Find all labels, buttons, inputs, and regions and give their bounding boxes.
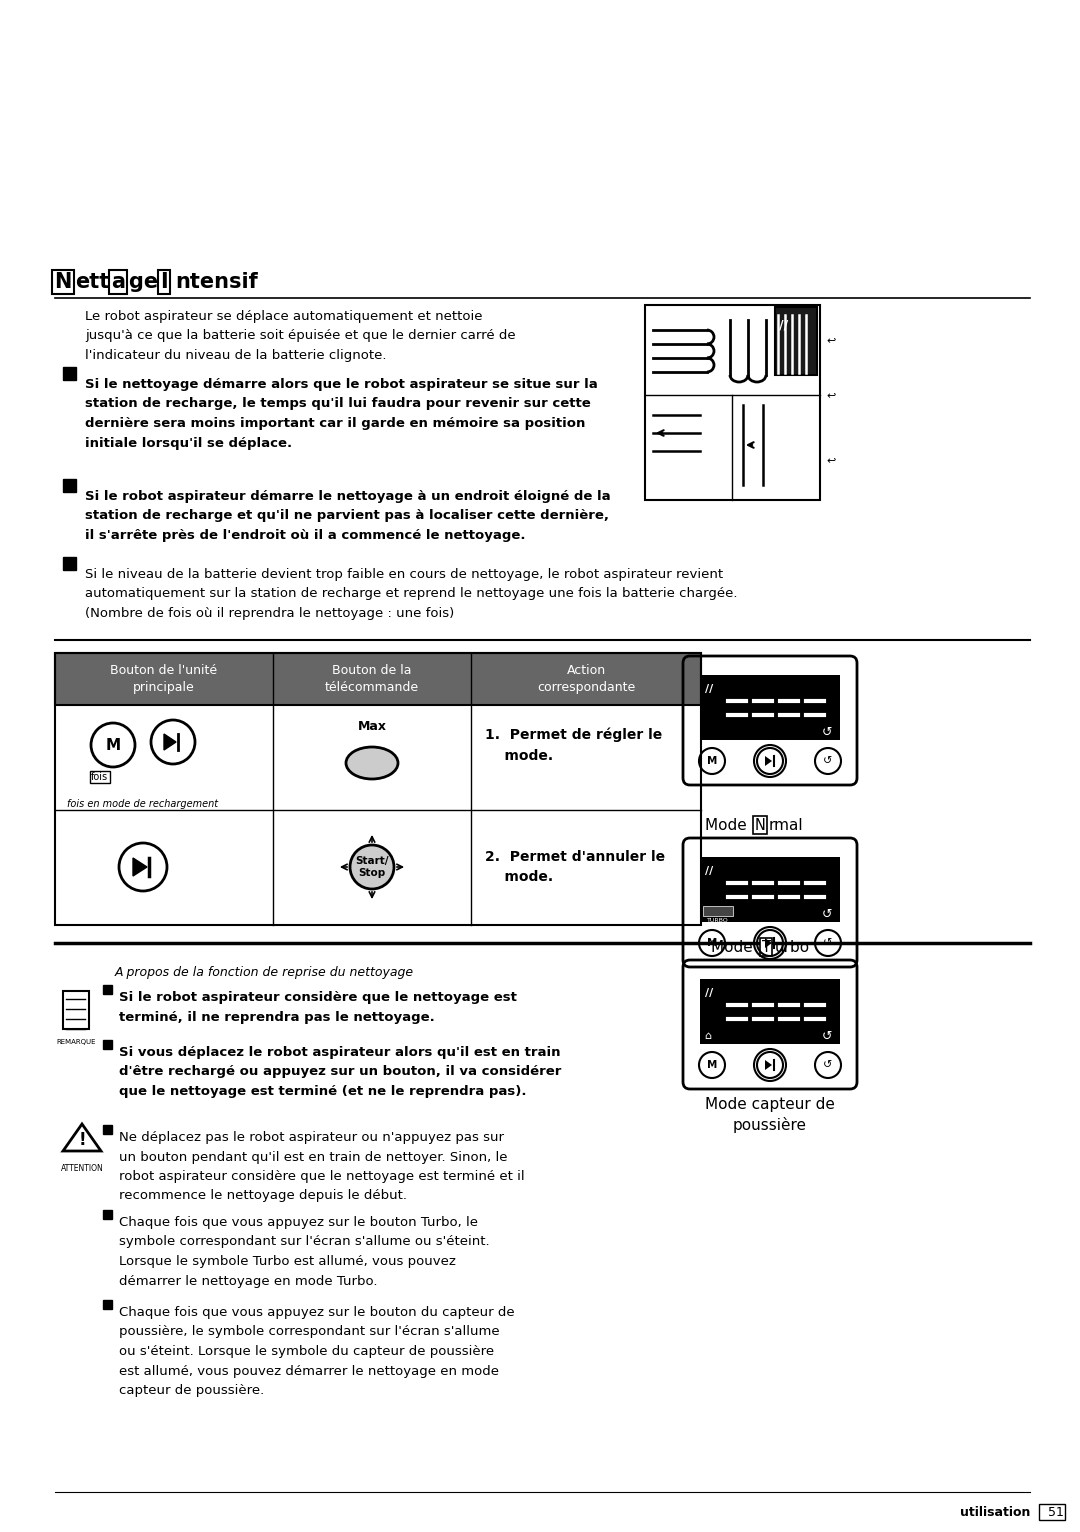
Text: Si le robot aspirateur démarre le nettoyage à un endroit éloigné de la
station d: Si le robot aspirateur démarre le nettoy… xyxy=(85,490,610,542)
Text: ↺: ↺ xyxy=(823,1060,833,1069)
Text: urbo: urbo xyxy=(775,939,810,954)
Bar xyxy=(63,558,76,570)
Text: M: M xyxy=(706,755,717,766)
Bar xyxy=(63,991,89,1030)
Text: ⌂: ⌂ xyxy=(704,1031,712,1042)
Bar xyxy=(63,480,76,492)
Text: ge: ge xyxy=(129,273,165,293)
Text: rmal: rmal xyxy=(769,818,804,832)
Bar xyxy=(55,653,701,925)
Bar xyxy=(703,905,733,916)
Bar xyxy=(55,653,701,705)
Text: A propos de la fonction de reprise du nettoyage: A propos de la fonction de reprise du ne… xyxy=(114,967,414,979)
Bar xyxy=(63,368,76,380)
Polygon shape xyxy=(765,1060,772,1069)
Text: Max: Max xyxy=(357,720,387,734)
Text: Ne déplacez pas le robot aspirateur ou n'appuyez pas sur
un bouton pendant qu'il: Ne déplacez pas le robot aspirateur ou n… xyxy=(119,1131,525,1203)
Polygon shape xyxy=(765,938,772,948)
Bar xyxy=(700,856,840,922)
Text: REMARQUE: REMARQUE xyxy=(56,1039,96,1045)
Text: !: ! xyxy=(78,1131,85,1149)
Bar xyxy=(700,979,840,1043)
Text: //: // xyxy=(779,319,788,331)
Text: 2.  Permet d'annuler le
    mode.: 2. Permet d'annuler le mode. xyxy=(485,850,665,884)
Text: ↺: ↺ xyxy=(823,755,833,766)
Text: M: M xyxy=(106,737,121,752)
Text: N: N xyxy=(755,818,766,832)
Text: I: I xyxy=(160,273,167,293)
Text: Bouton de la
télécommande: Bouton de la télécommande xyxy=(325,663,419,694)
Text: 51: 51 xyxy=(1040,1506,1064,1518)
Text: Si le niveau de la batterie devient trop faible en cours de nettoyage, le robot : Si le niveau de la batterie devient trop… xyxy=(85,568,738,620)
Bar xyxy=(103,1124,112,1134)
Circle shape xyxy=(350,846,394,889)
Bar xyxy=(103,1301,112,1308)
Bar xyxy=(775,306,816,375)
Text: Bouton de l'unité
principale: Bouton de l'unité principale xyxy=(110,663,217,694)
Text: Chaque fois que vous appuyez sur le bouton Turbo, le
symbole correspondant sur l: Chaque fois que vous appuyez sur le bout… xyxy=(119,1216,489,1287)
Bar xyxy=(700,676,840,740)
Text: Si le robot aspirateur considère que le nettoyage est
terminé, il ne reprendra p: Si le robot aspirateur considère que le … xyxy=(119,991,517,1023)
Bar xyxy=(103,1210,112,1219)
Ellipse shape xyxy=(346,748,399,778)
Text: ↺: ↺ xyxy=(822,1030,832,1042)
Text: a: a xyxy=(111,273,125,293)
Polygon shape xyxy=(765,755,772,766)
Polygon shape xyxy=(133,858,147,876)
Bar xyxy=(103,1040,112,1049)
Polygon shape xyxy=(164,734,176,751)
Text: Chaque fois que vous appuyez sur le bouton du capteur de
poussière, le symbole c: Chaque fois que vous appuyez sur le bout… xyxy=(119,1305,515,1397)
Text: ↺: ↺ xyxy=(822,907,832,921)
Bar xyxy=(645,305,820,499)
Text: 1.  Permet de régler le
    mode.: 1. Permet de régler le mode. xyxy=(485,728,662,763)
Text: utilisation: utilisation xyxy=(960,1506,1030,1518)
Text: fois: fois xyxy=(91,772,108,781)
Text: Start/
Stop: Start/ Stop xyxy=(355,856,389,878)
Text: ↺: ↺ xyxy=(823,938,833,948)
Bar xyxy=(103,985,112,994)
Text: etto: etto xyxy=(75,273,123,293)
Text: //: // xyxy=(705,988,713,997)
Text: ↩: ↩ xyxy=(826,391,835,400)
Text: Action
correspondante: Action correspondante xyxy=(537,663,635,694)
Text: Mode capteur de
poussière: Mode capteur de poussière xyxy=(705,1097,835,1134)
Text: Mode: Mode xyxy=(712,939,758,954)
Text: ATTENTION: ATTENTION xyxy=(60,1164,104,1174)
Text: ↩: ↩ xyxy=(826,455,835,466)
Text: T: T xyxy=(761,939,770,954)
Text: //: // xyxy=(705,683,713,694)
Text: Le robot aspirateur se déplace automatiquement et nettoie
jusqu'à ce que la batt: Le robot aspirateur se déplace automatiq… xyxy=(85,309,515,362)
Text: N: N xyxy=(54,273,71,293)
Text: Si vous déplacez le robot aspirateur alors qu'il est en train
d'être rechargé ou: Si vous déplacez le robot aspirateur alo… xyxy=(119,1046,562,1098)
Text: M: M xyxy=(706,1060,717,1069)
Text: //: // xyxy=(705,866,713,876)
Text: Si le nettoyage démarre alors que le robot aspirateur se situe sur la
station de: Si le nettoyage démarre alors que le rob… xyxy=(85,378,597,449)
Text: TURBO: TURBO xyxy=(707,919,729,924)
Text: ↺: ↺ xyxy=(822,726,832,738)
Text: ntensif: ntensif xyxy=(175,273,258,293)
Text: Mode: Mode xyxy=(705,818,752,832)
Text: fois en mode de rechargement: fois en mode de rechargement xyxy=(67,800,218,809)
Text: ↩: ↩ xyxy=(826,336,835,345)
Text: M: M xyxy=(706,938,717,948)
